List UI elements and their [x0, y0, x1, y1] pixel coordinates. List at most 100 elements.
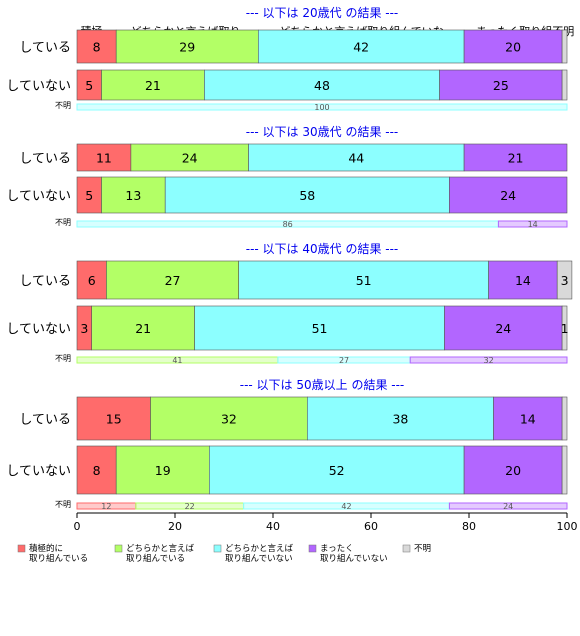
data-label: 27 — [165, 273, 181, 288]
bar-segment — [76, 143, 132, 172]
bar-segment — [463, 29, 563, 64]
data-label: 6 — [88, 273, 96, 288]
bar-segment — [493, 396, 563, 441]
unknown-bar-segment — [409, 356, 568, 364]
data-label: 14 — [515, 273, 531, 288]
bar-segment — [204, 69, 440, 101]
data-label: 3 — [80, 321, 88, 336]
row-label: している — [19, 413, 71, 428]
legend-swatch — [17, 544, 26, 553]
data-label: 21 — [145, 78, 161, 93]
data-label: 25 — [493, 78, 509, 93]
bar-segment — [115, 29, 259, 64]
bar-segment — [463, 445, 563, 495]
data-label: 20 — [505, 40, 521, 55]
data-label: 24 — [182, 151, 198, 166]
legend-label: どちらかと言えば — [126, 543, 195, 554]
data-label: 20 — [505, 463, 521, 478]
data-label: 13 — [125, 188, 141, 203]
bar-segment — [257, 29, 465, 64]
legend-swatch — [402, 544, 411, 553]
data-label: 21 — [135, 321, 151, 336]
data-label: 5 — [85, 188, 93, 203]
legend-swatch — [308, 544, 317, 553]
data-label: 24 — [500, 188, 516, 203]
bar-segment — [561, 396, 568, 441]
unknown-bar-segment — [448, 502, 568, 510]
data-label: 19 — [155, 463, 171, 478]
data-label: 8 — [93, 40, 101, 55]
row-label: している — [19, 41, 71, 56]
panel: --- 以下は 30歳代 の結果 --- している 11 24 44 21 していない 5 13… — [6, 125, 568, 229]
row-label: していない — [6, 79, 71, 94]
unknown-data-label: 27 — [339, 356, 349, 365]
unknown-bar-segment — [76, 103, 568, 111]
panel-title: --- 以下は 50歳以上 の結果 --- — [240, 378, 405, 392]
bar-segment — [561, 29, 568, 64]
bar-segment — [238, 260, 489, 300]
bar-segment — [76, 176, 102, 214]
bar-segment — [488, 260, 558, 300]
unknown-data-label: 41 — [172, 356, 182, 365]
unknown-data-label: 86 — [283, 220, 293, 229]
legend-label: 取り組んでいない — [225, 553, 293, 564]
data-label: 44 — [348, 151, 364, 166]
unknown-data-label: 100 — [314, 103, 329, 112]
x-tick-label: 80 — [462, 520, 476, 533]
data-label: 14 — [520, 412, 536, 427]
data-label: 32 — [221, 412, 237, 427]
row-label: している — [19, 274, 71, 289]
unknown-data-label: 22 — [185, 502, 195, 511]
unknown-data-label: 24 — [503, 502, 513, 511]
data-label: 5 — [85, 78, 93, 93]
legend-label: 取り組んでいない — [320, 553, 388, 564]
bar-segment — [76, 396, 151, 441]
row-label: している — [19, 152, 71, 167]
bar-segment — [76, 260, 107, 300]
unknown-row-label: 不明 — [55, 101, 71, 110]
bar-segment — [164, 176, 450, 214]
panel-title: --- 以下は 20歳代 の結果 --- — [246, 6, 399, 20]
legend-swatch — [213, 544, 222, 553]
bar-segment — [449, 176, 568, 214]
data-label: 11 — [96, 151, 112, 166]
data-label: 42 — [353, 40, 369, 55]
x-tick-label: 100 — [557, 520, 578, 533]
data-label: 58 — [299, 188, 315, 203]
bar-segment — [150, 396, 308, 441]
data-label: 3 — [561, 273, 569, 288]
legend-label: 不明 — [414, 544, 431, 554]
panel: --- 以下は 50歳以上 の結果 --- している 15 32 38 14 していない 8 1… — [6, 378, 568, 511]
data-label: 51 — [356, 273, 372, 288]
legend: 積極的に取り組んでいるどちらかと言えば取り組んでいるどちらかと言えば取り組んでい… — [17, 543, 431, 564]
unknown-row-label: 不明 — [55, 500, 71, 509]
legend-label: まったく — [320, 544, 354, 554]
bar-segment — [248, 143, 465, 172]
bar-segment — [194, 305, 445, 351]
data-label: 38 — [392, 412, 408, 427]
row-label: していない — [6, 464, 71, 479]
legend-swatch — [114, 544, 123, 553]
x-axis: 0 20 40 60 80 100 — [74, 512, 578, 533]
panel-title: --- 以下は 40歳代 の結果 --- — [246, 242, 399, 256]
legend-label: 積極的に — [29, 543, 63, 554]
unknown-bar-segment — [497, 220, 568, 228]
data-label: 24 — [495, 321, 511, 336]
data-label: 8 — [93, 463, 101, 478]
bar-segment — [130, 143, 249, 172]
data-label: 29 — [179, 40, 195, 55]
panel-title: --- 以下は 30歳代 の結果 --- — [246, 125, 399, 139]
bar-segment — [444, 305, 563, 351]
data-label: 51 — [312, 321, 328, 336]
legend-item: 不明 — [402, 544, 431, 554]
unknown-data-label: 42 — [341, 502, 351, 511]
unknown-data-label: 32 — [484, 356, 494, 365]
data-label: 52 — [329, 463, 345, 478]
bar-segment — [209, 445, 465, 495]
